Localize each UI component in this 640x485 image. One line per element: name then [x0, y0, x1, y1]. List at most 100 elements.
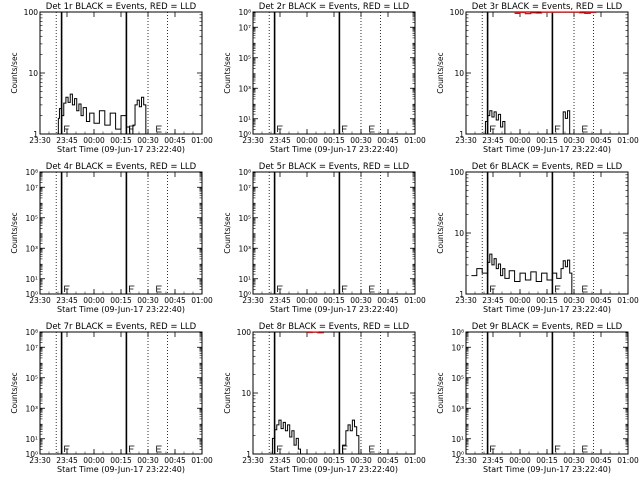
y-tick-label: 1	[459, 130, 464, 139]
x-tick-label: 01:00	[404, 296, 426, 305]
x-tick-label: 23:45	[56, 136, 78, 145]
x-tick-label: 00:15	[536, 136, 558, 145]
flag-marker	[156, 125, 162, 133]
y-tick-label: 1	[246, 450, 251, 459]
x-tick-label: 00:45	[377, 296, 399, 305]
x-tick-label: 00:30	[563, 296, 585, 305]
panel-title: Det 1r BLACK = Events, RED = LLD	[46, 2, 197, 12]
flag-marker	[129, 445, 135, 452]
x-axis-label: Start Time (09-Jun-17 23:22:40)	[57, 145, 185, 154]
x-tick-label: 00:00	[509, 136, 531, 145]
y-tick-label: 10³	[238, 84, 251, 93]
plot-frame	[252, 171, 416, 295]
panel-5: Det 5r BLACK = Events, RED = LLD 10⁰ 10¹ 10…	[223, 162, 426, 314]
x-tick-label: 00:00	[509, 456, 531, 465]
y-tick-label: 10⁰	[238, 290, 251, 299]
y-tick-label: 10⁸	[25, 168, 38, 177]
y-tick-label: 10⁰	[25, 290, 38, 299]
y-axis-label: Counts/sec	[223, 212, 232, 253]
y-tick-label: 10	[454, 229, 464, 238]
series-lld-line	[514, 11, 597, 15]
y-tick-label: 100	[450, 168, 465, 177]
x-tick-label: 00:30	[137, 136, 159, 145]
flag-marker	[64, 285, 70, 292]
x-tick-label: 00:30	[350, 296, 372, 305]
plot-frame	[465, 331, 629, 455]
x-tick-label: 00:30	[137, 296, 159, 305]
x-tick-label: 01:00	[191, 456, 213, 465]
flag-marker	[156, 285, 162, 293]
y-tick-label: 10	[241, 389, 251, 398]
plot-frame	[252, 11, 416, 135]
x-tick-label: 23:30	[242, 456, 264, 465]
x-tick-label: 00:15	[323, 456, 345, 465]
panel-title: Det 6r BLACK = Events, RED = LLD	[472, 162, 623, 172]
flag-marker	[555, 285, 561, 292]
plot-frame	[39, 331, 203, 455]
x-axis-label: Start Time (09-Jun-17 23:22:40)	[270, 465, 398, 474]
x-tick-label: 23:30	[29, 296, 51, 305]
x-tick-label: 00:15	[110, 456, 132, 465]
x-axis-label: Start Time (09-Jun-17 23:22:40)	[270, 305, 398, 314]
flag-marker	[490, 285, 496, 292]
panel-8: Det 8r BLACK = Events, RED = LLD 1 10 100 23…	[223, 322, 426, 474]
flag-marker	[490, 445, 496, 452]
y-axis-label: Counts/sec	[10, 52, 19, 93]
x-tick-label: 00:15	[323, 296, 345, 305]
x-tick-label: 23:30	[29, 136, 51, 145]
y-tick-label: 10⁷	[238, 23, 251, 32]
panel-title: Det 4r BLACK = Events, RED = LLD	[46, 162, 197, 172]
flag-marker	[277, 125, 283, 132]
flag-marker	[277, 445, 283, 452]
series-events-line	[270, 419, 360, 455]
x-tick-label: 00:15	[536, 296, 558, 305]
x-tick-label: 23:45	[269, 296, 291, 305]
flag-marker	[490, 125, 496, 132]
y-tick-label: 10⁵	[25, 374, 38, 383]
panel-title: Det 8r BLACK = Events, RED = LLD	[259, 322, 410, 332]
x-tick-label: 01:00	[617, 296, 639, 305]
x-tick-label: 01:00	[191, 136, 213, 145]
plot-frame	[252, 331, 416, 455]
y-tick-label: 10³	[238, 244, 251, 253]
x-tick-label: 00:45	[590, 296, 612, 305]
y-tick-label: 10¹	[238, 115, 251, 124]
x-tick-label: 00:15	[323, 136, 345, 145]
y-tick-label: 10³	[25, 404, 38, 413]
x-tick-label: 00:00	[296, 136, 318, 145]
y-axis-label: Counts/sec	[436, 372, 445, 413]
panel-3: Det 3r BLACK = Events, RED = LLD 1 10 100 23…	[436, 2, 639, 154]
plot-frame	[39, 171, 203, 295]
x-tick-label: 00:45	[164, 136, 186, 145]
y-tick-label: 10⁷	[25, 183, 38, 192]
y-tick-label: 10¹	[25, 275, 38, 284]
y-tick-label: 100	[237, 328, 252, 337]
x-tick-label: 00:30	[350, 136, 372, 145]
x-tick-label: 23:45	[482, 136, 504, 145]
y-tick-label: 1	[459, 290, 464, 299]
flag-marker	[555, 125, 561, 132]
flag-marker	[369, 445, 375, 453]
y-tick-label: 10⁸	[238, 8, 251, 17]
y-tick-label: 10⁸	[238, 168, 251, 177]
flag-marker	[129, 285, 135, 292]
x-tick-label: 01:00	[404, 456, 426, 465]
y-tick-label: 100	[24, 8, 39, 17]
x-axis-label: Start Time (09-Jun-17 23:22:40)	[57, 465, 185, 474]
y-tick-label: 10⁸	[25, 328, 38, 337]
y-tick-label: 10¹	[238, 275, 251, 284]
panel-title: Det 3r BLACK = Events, RED = LLD	[472, 2, 623, 12]
x-tick-label: 01:00	[191, 296, 213, 305]
x-tick-label: 23:45	[56, 456, 78, 465]
x-tick-label: 00:00	[83, 296, 105, 305]
x-tick-label: 00:00	[509, 296, 531, 305]
x-tick-label: 00:45	[377, 456, 399, 465]
y-tick-label: 10³	[451, 404, 464, 413]
y-axis-label: Counts/sec	[10, 372, 19, 413]
x-tick-label: 00:45	[590, 456, 612, 465]
x-tick-label: 00:30	[563, 456, 585, 465]
flag-marker	[64, 445, 70, 452]
panel-1: Det 1r BLACK = Events, RED = LLD 1 10 100 23…	[10, 2, 213, 154]
